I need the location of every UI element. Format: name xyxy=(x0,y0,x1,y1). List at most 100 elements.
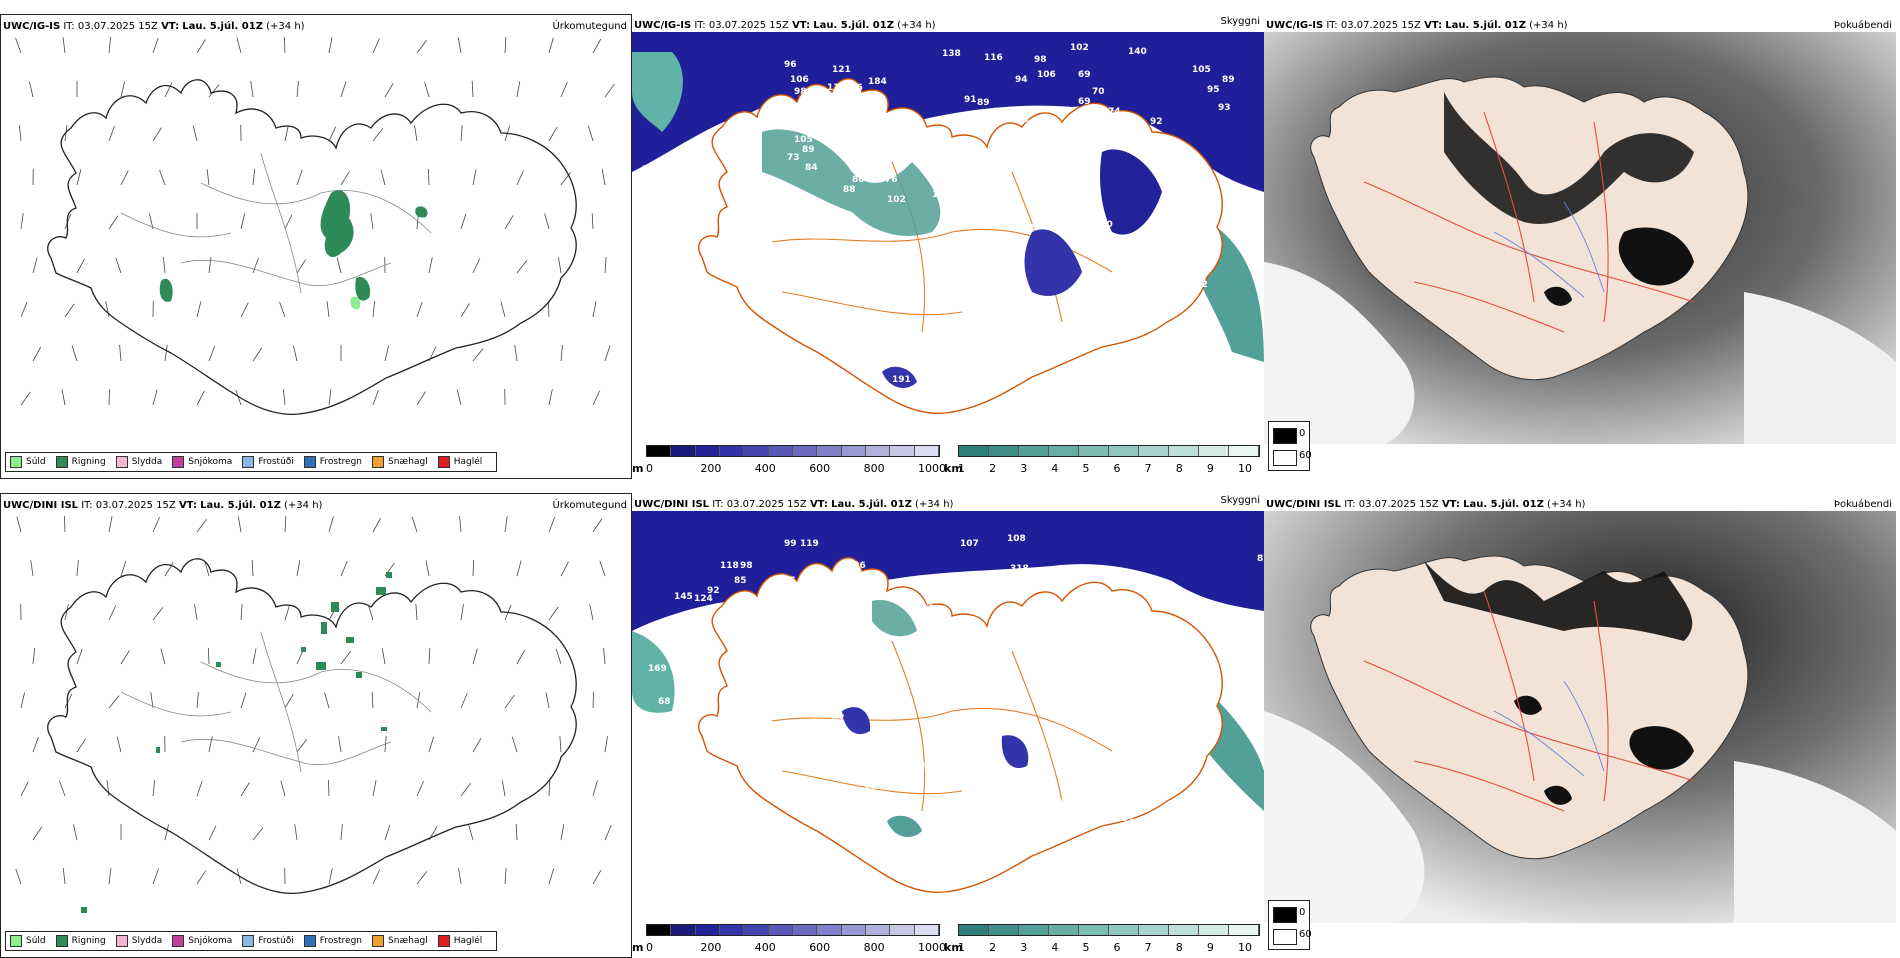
wind-barb xyxy=(163,257,165,273)
wind-barb xyxy=(297,170,302,185)
legend-item: Frostúði xyxy=(242,456,293,468)
colorbar-tick: 600 xyxy=(809,462,830,475)
legend-label: Snæhagl xyxy=(388,457,428,467)
parameter-label: Úrkomutegund xyxy=(552,21,627,32)
ceiling-label: 168 xyxy=(684,662,703,672)
wind-barb xyxy=(417,871,427,884)
ceiling-label: 140 xyxy=(1128,47,1147,57)
ceiling-label: 393 xyxy=(1002,714,1021,724)
wind-barb xyxy=(109,37,111,53)
wind-barb xyxy=(297,260,306,273)
wind-barb xyxy=(385,345,389,361)
fog-legend-label: 0 xyxy=(1299,428,1305,439)
wind-barb xyxy=(77,560,78,576)
wind-barb xyxy=(549,389,552,405)
wind-barb xyxy=(120,345,121,361)
wind-barb xyxy=(297,560,300,576)
wind-barb xyxy=(412,517,417,532)
wind-barb xyxy=(417,392,426,405)
colorbar-tick: 2 xyxy=(989,462,996,475)
wind-barb xyxy=(21,782,28,796)
ceiling-label: 106 xyxy=(1124,265,1143,275)
colorbar-tick: 0 xyxy=(646,462,653,475)
wind-barb xyxy=(329,868,332,884)
legend-label: Súld xyxy=(26,936,46,946)
wind-barb xyxy=(161,649,165,664)
ceiling-label: 119 xyxy=(954,175,973,185)
wind-barb xyxy=(280,302,285,317)
colorbar-cell xyxy=(769,925,793,935)
legend-item: Haglél xyxy=(438,935,483,947)
wind-barb xyxy=(29,81,33,97)
ceiling-label: 85 xyxy=(1142,644,1155,654)
panel-title: UWC/DINI ISL IT: 03.07.2025 15Z VT: Lau.… xyxy=(634,499,953,510)
iceland-map xyxy=(1,33,632,445)
colorbar-tick: 1000 xyxy=(918,462,946,475)
wind-barb xyxy=(295,824,297,840)
colorbar-cell xyxy=(989,446,1019,456)
wind-barb xyxy=(165,345,167,361)
parameter-label: Skyggni xyxy=(1220,16,1260,27)
ceiling-label: 983 xyxy=(1144,223,1163,233)
ceiling-label: 68 xyxy=(1092,107,1105,117)
wind-barb xyxy=(371,213,373,229)
wind-barb xyxy=(469,825,473,840)
legend-item: Rigning xyxy=(56,935,106,947)
colorbar-cell xyxy=(866,925,890,935)
ceiling-label: 106 xyxy=(790,75,809,85)
wind-barb xyxy=(60,781,65,796)
wind-barb xyxy=(593,39,601,53)
wind-barb xyxy=(160,170,165,185)
ceiling-label: 70 xyxy=(1092,87,1105,97)
wind-barb xyxy=(253,828,263,840)
rain-area xyxy=(321,190,354,257)
legend-item: Súld xyxy=(10,456,46,468)
wind-barbs xyxy=(16,37,615,405)
wind-barb xyxy=(209,257,211,273)
ceiling-label: 81 xyxy=(993,107,1006,117)
ceiling-label: 105 xyxy=(777,576,796,586)
ceiling-label: 69 xyxy=(1110,632,1123,642)
fog-panel-igis: UWC/IG-IS IT: 03.07.2025 15Z VT: Lau. 5.… xyxy=(1264,14,1896,479)
wind-barb xyxy=(561,824,564,840)
wind-barb xyxy=(209,346,215,361)
wind-barb xyxy=(285,125,288,141)
ceiling-label: 89 xyxy=(802,145,815,155)
colorbar-cell xyxy=(720,446,744,456)
wind-barb xyxy=(338,736,341,752)
wind-barb xyxy=(293,345,297,361)
legend-swatch xyxy=(372,935,384,947)
wind-barb xyxy=(600,561,605,576)
ceiling-label: 86 xyxy=(1044,207,1057,217)
colorbar-tick: 800 xyxy=(864,941,885,954)
panel-title: UWC/IG-IS IT: 03.07.2025 15Z VT: Lau. 5.… xyxy=(3,21,305,32)
colorbar-tick: 5 xyxy=(1082,941,1089,954)
legend-label: Snjókoma xyxy=(188,457,232,467)
colorbar-cell xyxy=(1229,925,1259,935)
ceiling-label: 99 xyxy=(784,539,797,549)
colorbar-cell xyxy=(671,446,695,456)
wind-barb xyxy=(153,780,155,796)
colorbar-tick: 1 xyxy=(958,462,965,475)
wind-barb xyxy=(197,781,202,796)
wind-barb xyxy=(62,389,65,405)
wind-barb xyxy=(549,127,557,141)
colorbar-cell xyxy=(1109,446,1139,456)
ceiling-label: 126 xyxy=(844,83,863,93)
ceiling-label: 90 xyxy=(777,694,790,704)
wind-barb xyxy=(501,302,505,317)
ceiling-label: 69 xyxy=(1078,70,1091,80)
legend-swatch xyxy=(372,456,384,468)
wind-barb xyxy=(241,693,246,708)
legend-item: Haglél xyxy=(438,456,483,468)
legend-label: Rigning xyxy=(72,936,106,946)
ceiling-label: 55 xyxy=(917,385,930,395)
wind-barb xyxy=(460,516,461,532)
panel-title: UWC/IG-IS IT: 03.07.2025 15Z VT: Lau. 5.… xyxy=(634,20,936,31)
colorbar-cell xyxy=(989,925,1019,935)
wind-barb xyxy=(341,82,346,97)
wind-barb xyxy=(297,81,298,97)
